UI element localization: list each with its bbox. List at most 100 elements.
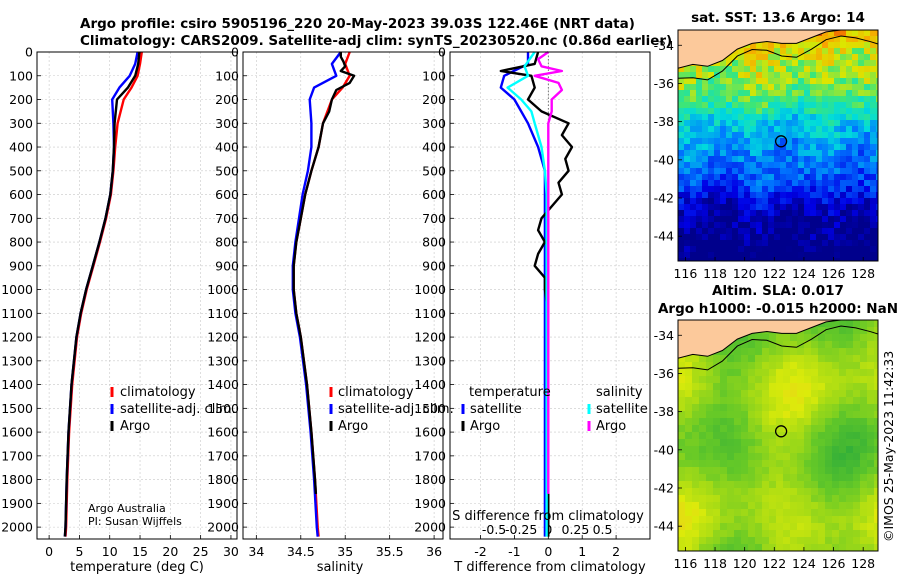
map-cells	[678, 320, 879, 552]
map-cell	[864, 162, 871, 169]
map-cell	[810, 132, 817, 139]
map-cell	[762, 418, 770, 426]
map-cell	[744, 156, 751, 163]
map-cell	[853, 544, 861, 552]
map-cell	[699, 488, 707, 496]
map-cell	[714, 96, 721, 103]
map-cell	[828, 84, 835, 91]
map-cell	[840, 102, 847, 109]
map-cell	[864, 84, 871, 91]
map-cell	[839, 495, 847, 503]
map-cell	[786, 252, 793, 259]
map-cell	[768, 138, 775, 145]
map-cell	[762, 90, 769, 97]
x-tick-label: 34	[248, 544, 264, 559]
map-cell	[852, 180, 859, 187]
map-cell	[822, 186, 829, 193]
map-cell	[840, 96, 847, 103]
map-cell	[762, 84, 769, 91]
map-cell	[780, 120, 787, 127]
map-cell	[858, 102, 865, 109]
map-cell	[786, 162, 793, 169]
map-cell	[696, 96, 703, 103]
map-cell	[690, 78, 697, 85]
map-cell	[846, 186, 853, 193]
map-cell	[810, 222, 817, 229]
map-cell	[678, 234, 685, 241]
map-cell	[755, 495, 763, 503]
map-cell	[792, 204, 799, 211]
map-cell	[804, 108, 811, 115]
map-cell	[699, 425, 707, 433]
map-cell	[776, 404, 784, 412]
map-cell	[762, 126, 769, 133]
map-cell	[699, 418, 707, 426]
map-cell	[798, 204, 805, 211]
map-cell	[692, 397, 700, 405]
series-line-salinity-argo	[533, 51, 564, 494]
map-cell	[864, 216, 871, 223]
map-cell	[834, 138, 841, 145]
map-cell	[720, 150, 727, 157]
map-cell	[790, 334, 798, 342]
map-cell	[804, 78, 811, 85]
map-cell	[780, 72, 787, 79]
map-cell	[786, 240, 793, 247]
map-cell	[839, 362, 847, 370]
map-cell	[780, 156, 787, 163]
s-tick-label: 0.5	[593, 522, 613, 537]
map-cell	[756, 222, 763, 229]
map-cell	[840, 234, 847, 241]
map-cell	[692, 509, 700, 517]
map-cell	[699, 439, 707, 447]
map-cell	[846, 54, 853, 61]
map-cell	[720, 467, 728, 475]
map-cell	[870, 222, 877, 229]
map-cell	[768, 54, 775, 61]
map-cell	[783, 474, 791, 482]
map-cell	[708, 258, 715, 262]
map-cell	[786, 96, 793, 103]
map-cell	[870, 240, 877, 247]
map-cell	[870, 54, 877, 61]
map-cell	[696, 108, 703, 115]
map-cell	[727, 439, 735, 447]
map-cell	[804, 327, 812, 335]
map-cell	[828, 240, 835, 247]
map-cell	[678, 390, 686, 398]
map-cell	[702, 198, 709, 205]
map-cell	[840, 240, 847, 247]
map-cell	[744, 234, 751, 241]
map-cell	[828, 246, 835, 253]
map-cell	[864, 60, 871, 67]
map-cell	[720, 186, 727, 193]
y-tick-label: 1300	[414, 353, 446, 368]
map-cell	[816, 204, 823, 211]
x-tick-label: 122	[762, 556, 786, 571]
map-cell	[732, 60, 739, 67]
map-cell	[864, 258, 871, 262]
y-tick-label: 2000	[414, 520, 446, 535]
map-cell	[786, 150, 793, 157]
map-cell	[768, 126, 775, 133]
map-cell	[690, 72, 697, 79]
map-cell	[768, 42, 775, 49]
map-cell	[755, 481, 763, 489]
map-cell	[874, 348, 879, 356]
map-cell	[822, 84, 829, 91]
map-cell	[726, 234, 733, 241]
map-cell	[678, 383, 686, 391]
map-cell	[699, 495, 707, 503]
map-cell	[720, 210, 727, 217]
map-cell	[858, 216, 865, 223]
map-cell	[762, 240, 769, 247]
map-cell	[750, 234, 757, 241]
map-cell	[727, 355, 735, 363]
map-cell	[678, 509, 686, 517]
map-cell	[726, 78, 733, 85]
map-cell	[804, 102, 811, 109]
map-cell	[713, 390, 721, 398]
map-cell	[727, 453, 735, 461]
map-cell	[755, 348, 763, 356]
map-cell	[840, 168, 847, 175]
